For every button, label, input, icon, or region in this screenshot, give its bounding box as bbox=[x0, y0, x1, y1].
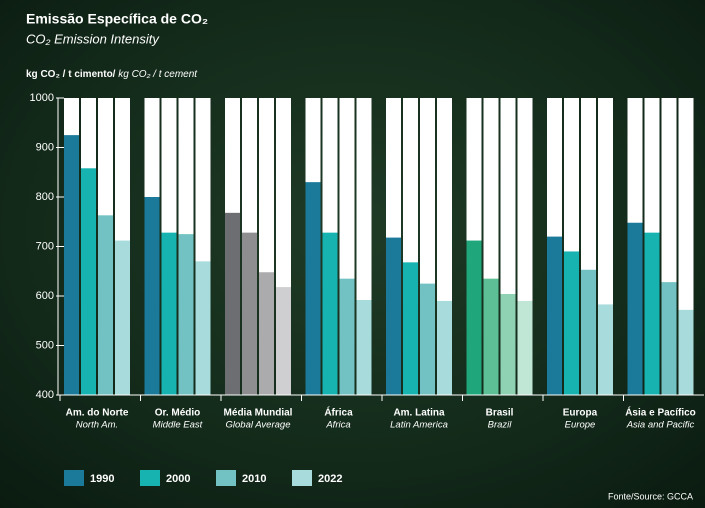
legend-label: 2000 bbox=[166, 473, 190, 485]
bar bbox=[81, 168, 96, 395]
bar bbox=[581, 269, 596, 395]
y-axis-label: kg CO₂ / t cimento/ kg CO₂ / t cement bbox=[26, 69, 198, 80]
bar bbox=[305, 182, 321, 395]
x-tick-label: Or. Médio bbox=[155, 408, 201, 419]
x-tick-label: Média Mundial bbox=[224, 408, 293, 419]
bar bbox=[483, 278, 499, 395]
bar bbox=[195, 261, 211, 395]
bar bbox=[547, 236, 562, 395]
x-tick-label: Am. Latina bbox=[393, 408, 445, 419]
bar bbox=[242, 232, 257, 395]
legend-label: 2022 bbox=[318, 473, 342, 485]
x-tick-label: Ásia e Pacífico bbox=[625, 406, 696, 419]
bar bbox=[115, 240, 130, 395]
legend-label: 1990 bbox=[90, 473, 114, 485]
bar bbox=[339, 278, 355, 395]
x-tick-label: Europa bbox=[563, 408, 598, 419]
chart-title: Emissão Específica de CO₂ bbox=[26, 11, 208, 27]
bar bbox=[178, 234, 194, 395]
bar bbox=[386, 237, 401, 395]
bar bbox=[322, 232, 338, 395]
bar bbox=[564, 251, 579, 395]
bar bbox=[403, 262, 418, 395]
chart-subtitle: CO₂ Emission Intensity bbox=[26, 31, 160, 46]
bar bbox=[161, 232, 177, 395]
y-tick-label: 1000 bbox=[30, 92, 54, 104]
x-tick-label-en: Asia and Pacific bbox=[626, 420, 695, 431]
x-tick-label-en: North Am. bbox=[76, 420, 118, 431]
bar bbox=[661, 282, 677, 395]
x-tick-label-en: Middle East bbox=[153, 420, 203, 431]
legend-swatch bbox=[64, 470, 84, 486]
x-tick-label-en: Latin America bbox=[390, 420, 448, 431]
y-tick-label: 700 bbox=[36, 240, 54, 252]
bar bbox=[144, 197, 160, 395]
bar bbox=[517, 300, 533, 395]
y-tick-label: 500 bbox=[36, 339, 54, 351]
bar bbox=[276, 287, 291, 395]
y-tick-label: 800 bbox=[36, 191, 54, 203]
legend-swatch bbox=[140, 470, 160, 486]
bar bbox=[259, 272, 274, 395]
x-tick-label-en: Global Average bbox=[226, 420, 291, 431]
bar bbox=[64, 135, 79, 395]
y-label-pt: kg CO₂ / t cimento/ bbox=[26, 69, 116, 80]
x-tick-label: Am. do Norte bbox=[66, 408, 129, 419]
x-tick-label-en: Africa bbox=[325, 420, 350, 431]
legend-label: 2010 bbox=[242, 473, 266, 485]
x-tick-label-en: Europe bbox=[565, 420, 596, 431]
y-tick-label: 400 bbox=[36, 389, 54, 401]
bar bbox=[356, 299, 372, 395]
bar bbox=[598, 304, 613, 395]
bar bbox=[678, 309, 694, 395]
bar bbox=[644, 232, 660, 395]
bar bbox=[225, 212, 240, 395]
y-tick-label: 600 bbox=[36, 290, 54, 302]
source: Fonte/Source: GCCA bbox=[608, 491, 693, 501]
bar bbox=[500, 294, 516, 395]
bar bbox=[420, 283, 435, 395]
legend-swatch bbox=[216, 470, 236, 486]
bar bbox=[627, 222, 643, 395]
x-tick-label-en: Brazil bbox=[488, 420, 513, 431]
bar bbox=[466, 240, 482, 395]
bar bbox=[98, 215, 113, 395]
x-tick-label: Brasil bbox=[486, 408, 514, 419]
y-label-en: kg CO₂ / t cement bbox=[118, 69, 198, 80]
legend-swatch bbox=[292, 470, 312, 486]
y-tick-label: 900 bbox=[36, 141, 54, 153]
x-tick-label: África bbox=[324, 406, 353, 419]
bar bbox=[437, 300, 452, 395]
